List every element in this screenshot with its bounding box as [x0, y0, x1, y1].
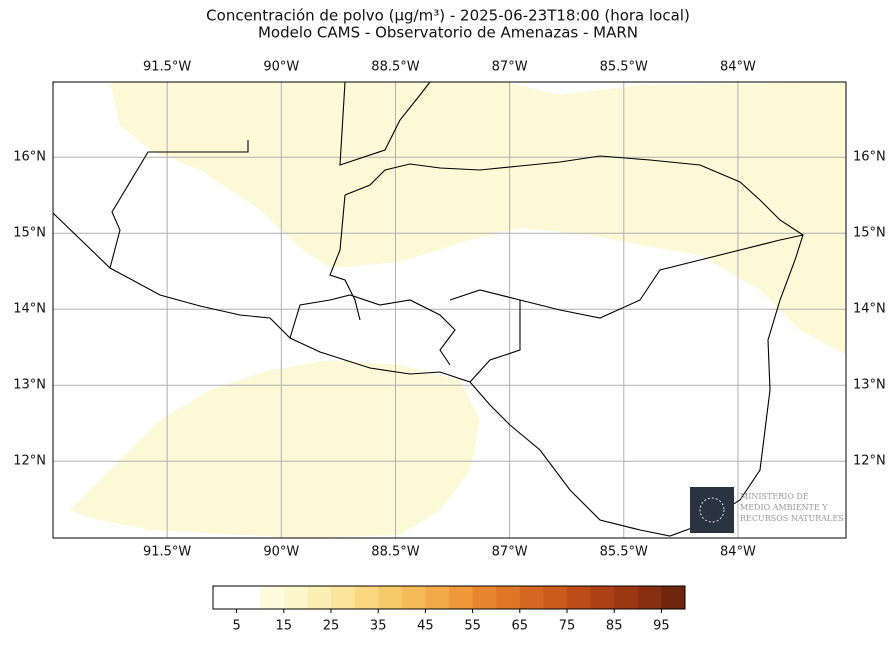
colorbar-segment — [519, 586, 544, 609]
colorbar-tick-label: 45 — [417, 619, 434, 634]
colorbar-segment — [661, 586, 686, 609]
colorbar-segment — [614, 586, 639, 609]
colorbar-tick-label: 85 — [606, 619, 623, 634]
dust-area — [110, 82, 846, 355]
lat-tick-label: 14°N — [13, 302, 46, 317]
subtitle: Modelo CAMS - Observatorio de Amenazas -… — [258, 24, 638, 42]
colorbar-segment — [260, 586, 285, 609]
logo-text: RECURSOS NATURALES — [740, 514, 844, 523]
colorbar-segment — [283, 586, 308, 609]
colorbar-segment — [378, 586, 403, 609]
colorbar-segment — [496, 586, 521, 609]
dust-area — [70, 360, 480, 538]
colorbar-tick-label: 75 — [559, 619, 576, 634]
colorbar-tick-label: 95 — [653, 619, 670, 634]
lon-tick-label: 84°W — [720, 545, 756, 560]
colorbar-segment — [236, 586, 261, 609]
colorbar-segment — [449, 586, 474, 609]
coastline — [52, 155, 804, 537]
colorbar-segment — [401, 586, 426, 609]
logo-text: MEDIO AMBIENTE Y — [740, 503, 828, 512]
colorbar-segment — [331, 586, 356, 609]
lon-tick-label: 84°W — [720, 60, 756, 75]
logo: MINISTERIO DE MEDIO AMBIENTE Y RECURSOS … — [690, 487, 844, 533]
lat-tick-label: 15°N — [13, 226, 46, 241]
lon-tick-label: 88.5°W — [371, 545, 419, 560]
border — [109, 81, 804, 383]
colorbar-segment — [425, 586, 450, 609]
lon-tick-label: 90°W — [263, 60, 299, 75]
lon-tick-label: 87°W — [492, 60, 528, 75]
colorbar-tick-label: 35 — [370, 619, 387, 634]
logo-stars — [699, 497, 725, 523]
lat-tick-label: 16°N — [13, 150, 46, 165]
lon-tick-label: 87°W — [492, 545, 528, 560]
lon-tick-label: 85.5°W — [600, 60, 648, 75]
colorbar-tick-label: 55 — [464, 619, 481, 634]
map-frame — [52, 81, 847, 539]
colorbar-segment — [567, 586, 592, 609]
lat-tick-label: 13°N — [13, 378, 46, 393]
lon-tick-label: 85.5°W — [600, 545, 648, 560]
colorbar-tick-label: 5 — [232, 619, 240, 634]
colorbar-tick-label: 65 — [512, 619, 529, 634]
colorbar-frame — [212, 585, 686, 610]
lat-tick-label: 15°N — [853, 226, 886, 241]
logo-emblem — [690, 487, 734, 533]
logo-text: MINISTERIO DE — [740, 492, 809, 501]
colorbar-tick-label: 15 — [276, 619, 293, 634]
lat-tick-label: 13°N — [853, 378, 886, 393]
colorbar-segment — [354, 586, 379, 609]
colorbar-segment — [213, 586, 238, 609]
title: Concentración de polvo (µg/m³) - 2025-06… — [206, 7, 690, 25]
map-area — [52, 81, 846, 538]
lon-tick-label: 90°W — [263, 545, 299, 560]
lon-tick-label: 91.5°W — [143, 60, 191, 75]
colorbar-segment — [543, 586, 568, 609]
colorbar-segment — [307, 586, 332, 609]
lon-tick-label: 91.5°W — [143, 545, 191, 560]
lat-tick-label: 12°N — [853, 454, 886, 469]
lat-tick-label: 16°N — [853, 150, 886, 165]
colorbar-segment — [472, 586, 497, 609]
colorbar-segment — [590, 586, 615, 609]
colorbar-segment — [637, 586, 662, 609]
lat-tick-label: 14°N — [853, 302, 886, 317]
lat-tick-label: 12°N — [13, 454, 46, 469]
lon-tick-label: 88.5°W — [371, 60, 419, 75]
colorbar-tick-label: 25 — [323, 619, 340, 634]
